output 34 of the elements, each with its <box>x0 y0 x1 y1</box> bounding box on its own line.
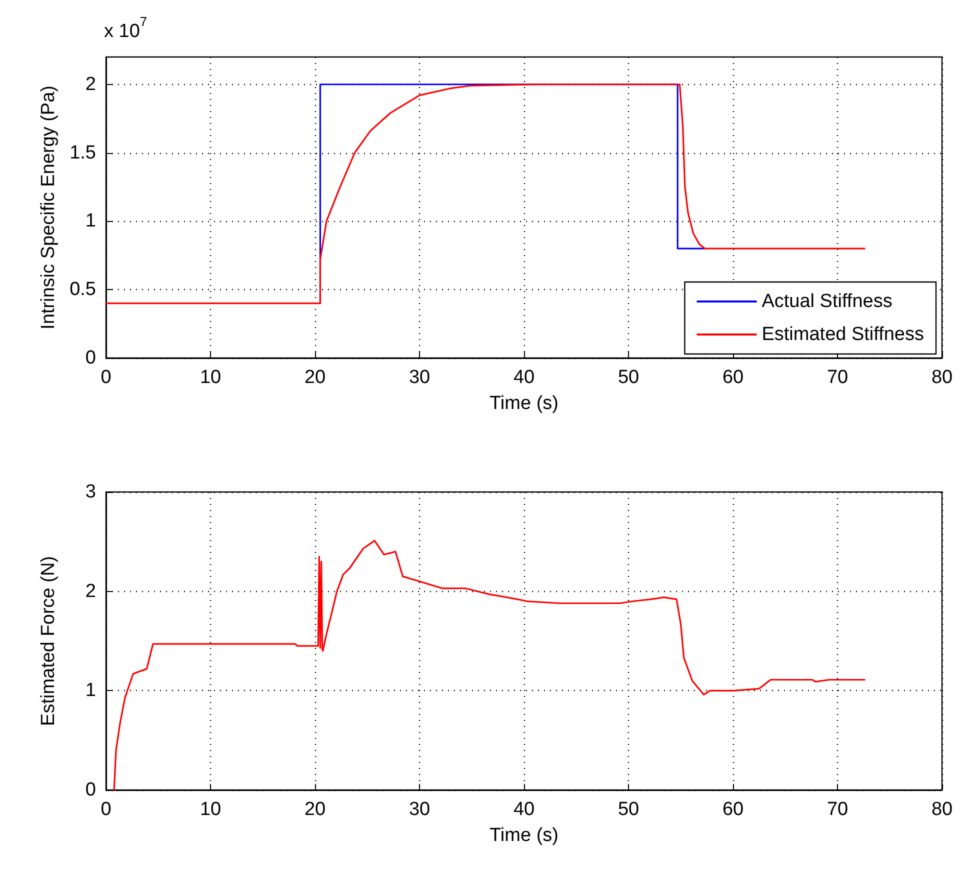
x-tick-label: 80 <box>931 367 953 388</box>
y-tick-label: 2 <box>85 74 96 95</box>
x-tick-label: 0 <box>100 367 112 388</box>
y-tick-label: 1.5 <box>70 142 96 164</box>
x-tick-label: 40 <box>513 367 535 388</box>
y-axis-title: Estimated Force (N) <box>38 556 59 726</box>
x-tick-label: 80 <box>931 799 953 820</box>
legend-label: Estimated Stiffness <box>762 324 924 345</box>
x-axis-title: Time (s) <box>490 825 558 846</box>
y-tick-label: 3 <box>85 482 96 502</box>
x-tick-label: 50 <box>618 799 640 820</box>
x-tick-label: 10 <box>200 799 222 820</box>
y-tick-label: 0.5 <box>70 279 96 300</box>
line-series <box>113 540 866 791</box>
x-tick-label: 60 <box>722 367 744 388</box>
x-tick-label: 50 <box>618 367 640 388</box>
y-tick-label: 0 <box>85 780 96 800</box>
x-tick-label: 60 <box>722 799 744 820</box>
x-tick-label: 70 <box>826 367 848 388</box>
x-tick-label: 10 <box>200 367 222 388</box>
x-tick-label: 30 <box>408 799 430 820</box>
y-tick-label: 0 <box>85 348 96 368</box>
x-tick-label: 20 <box>304 367 326 388</box>
x-axis-title: Time (s) <box>490 393 558 414</box>
x-tick-label: 70 <box>826 799 848 820</box>
x-tick-label: 20 <box>304 799 326 820</box>
y-tick-label: 2 <box>85 580 96 602</box>
x-tick-label: 0 <box>100 799 112 820</box>
x-tick-label: 30 <box>408 367 430 388</box>
x-tick-label: 40 <box>513 799 535 820</box>
y-axis-title: Intrinsic Specific Energy (Pa) <box>38 86 59 330</box>
y-tick-label: 1 <box>85 210 96 232</box>
y-tick-label: 1 <box>85 680 96 702</box>
legend-label: Actual Stiffness <box>762 291 892 312</box>
